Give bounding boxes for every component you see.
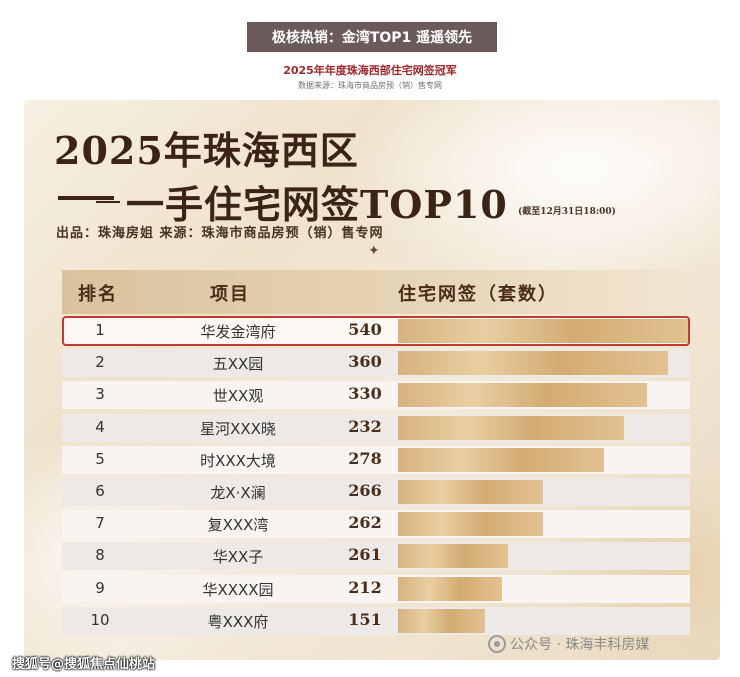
bar-4	[398, 416, 624, 440]
rank-cell: 5	[95, 450, 105, 468]
project-name: 华XX子	[212, 548, 264, 566]
project-name: 世XX观	[212, 387, 264, 405]
star-icon: ✦	[368, 243, 380, 259]
sales-value: 262	[348, 513, 382, 532]
rank-cell: 8	[95, 546, 105, 564]
data-source-note: 数据来源：珠海市商品房预（销）售专网	[298, 81, 442, 90]
project-name: 华发金湾府	[200, 323, 276, 341]
source-line: 出品：珠海房姐 来源：珠海市商品房预（销）售专网	[56, 226, 384, 241]
sales-value: 232	[348, 417, 382, 436]
banner: 极核热销：金湾TOP1 遥遥领先	[247, 22, 497, 52]
header-sales: 住宅网签（套数）	[398, 284, 558, 305]
card-title-line1: 2025年珠海西区	[54, 128, 359, 173]
sales-value: 278	[348, 449, 382, 468]
rank-cell: 7	[95, 514, 105, 532]
project-name: 华XXXX园	[202, 581, 274, 599]
sales-value: 330	[348, 384, 382, 403]
project-name: 时XXX大境	[200, 452, 276, 470]
bar-2	[398, 351, 668, 375]
project-name: 龙X·X澜	[210, 484, 266, 502]
rank-cell: 10	[90, 611, 110, 629]
bar-10	[398, 609, 485, 633]
header-project: 项目	[210, 284, 250, 305]
table-row	[62, 575, 690, 603]
sales-value: 151	[348, 610, 382, 629]
watermark-right: 公众号 · 珠海丰科房媒	[488, 634, 649, 654]
table-row	[62, 510, 690, 538]
table-header	[62, 270, 690, 314]
sales-value: 360	[348, 352, 382, 371]
bar-9	[398, 577, 502, 601]
watermark-left: 搜狐号@搜狐焦点仙桃站	[12, 657, 156, 672]
table-row	[62, 478, 690, 506]
bar-3	[398, 383, 647, 407]
rank-cell: 6	[95, 482, 105, 500]
project-name: 复XXX湾	[207, 516, 269, 534]
title-dash-decoration	[58, 196, 114, 200]
card-title-line2: 一手住宅网签TOP10	[126, 182, 508, 227]
sales-value: 212	[348, 578, 382, 597]
rank-cell: 9	[95, 579, 105, 597]
project-name: 五XX园	[212, 355, 264, 373]
rank-cell: 4	[95, 418, 105, 436]
header-rank: 排名	[78, 284, 118, 305]
bar-8	[398, 544, 508, 568]
title-dash-decoration-2	[96, 201, 120, 203]
bar-7	[398, 512, 543, 536]
rank-cell: 1	[95, 321, 105, 339]
sales-value: 540	[348, 320, 382, 339]
table-row	[62, 542, 690, 570]
bar-5	[398, 448, 604, 472]
cutoff-note: (截至12月31日18:00)	[518, 207, 616, 217]
table-row	[62, 607, 690, 635]
rank-cell: 2	[95, 353, 105, 371]
bar-1	[398, 319, 688, 343]
project-name: 粤XXX府	[207, 613, 269, 631]
sales-value: 266	[348, 481, 382, 500]
project-name: 星河XXX晓	[200, 420, 276, 438]
sales-value: 261	[348, 545, 382, 564]
subtitle: 2025年年度珠海西部住宅网签冠军	[283, 64, 457, 77]
bar-6	[398, 480, 543, 504]
rank-cell: 3	[95, 385, 105, 403]
wechat-icon	[488, 635, 506, 653]
watermark-right-text: 公众号 · 珠海丰科房媒	[510, 637, 650, 653]
